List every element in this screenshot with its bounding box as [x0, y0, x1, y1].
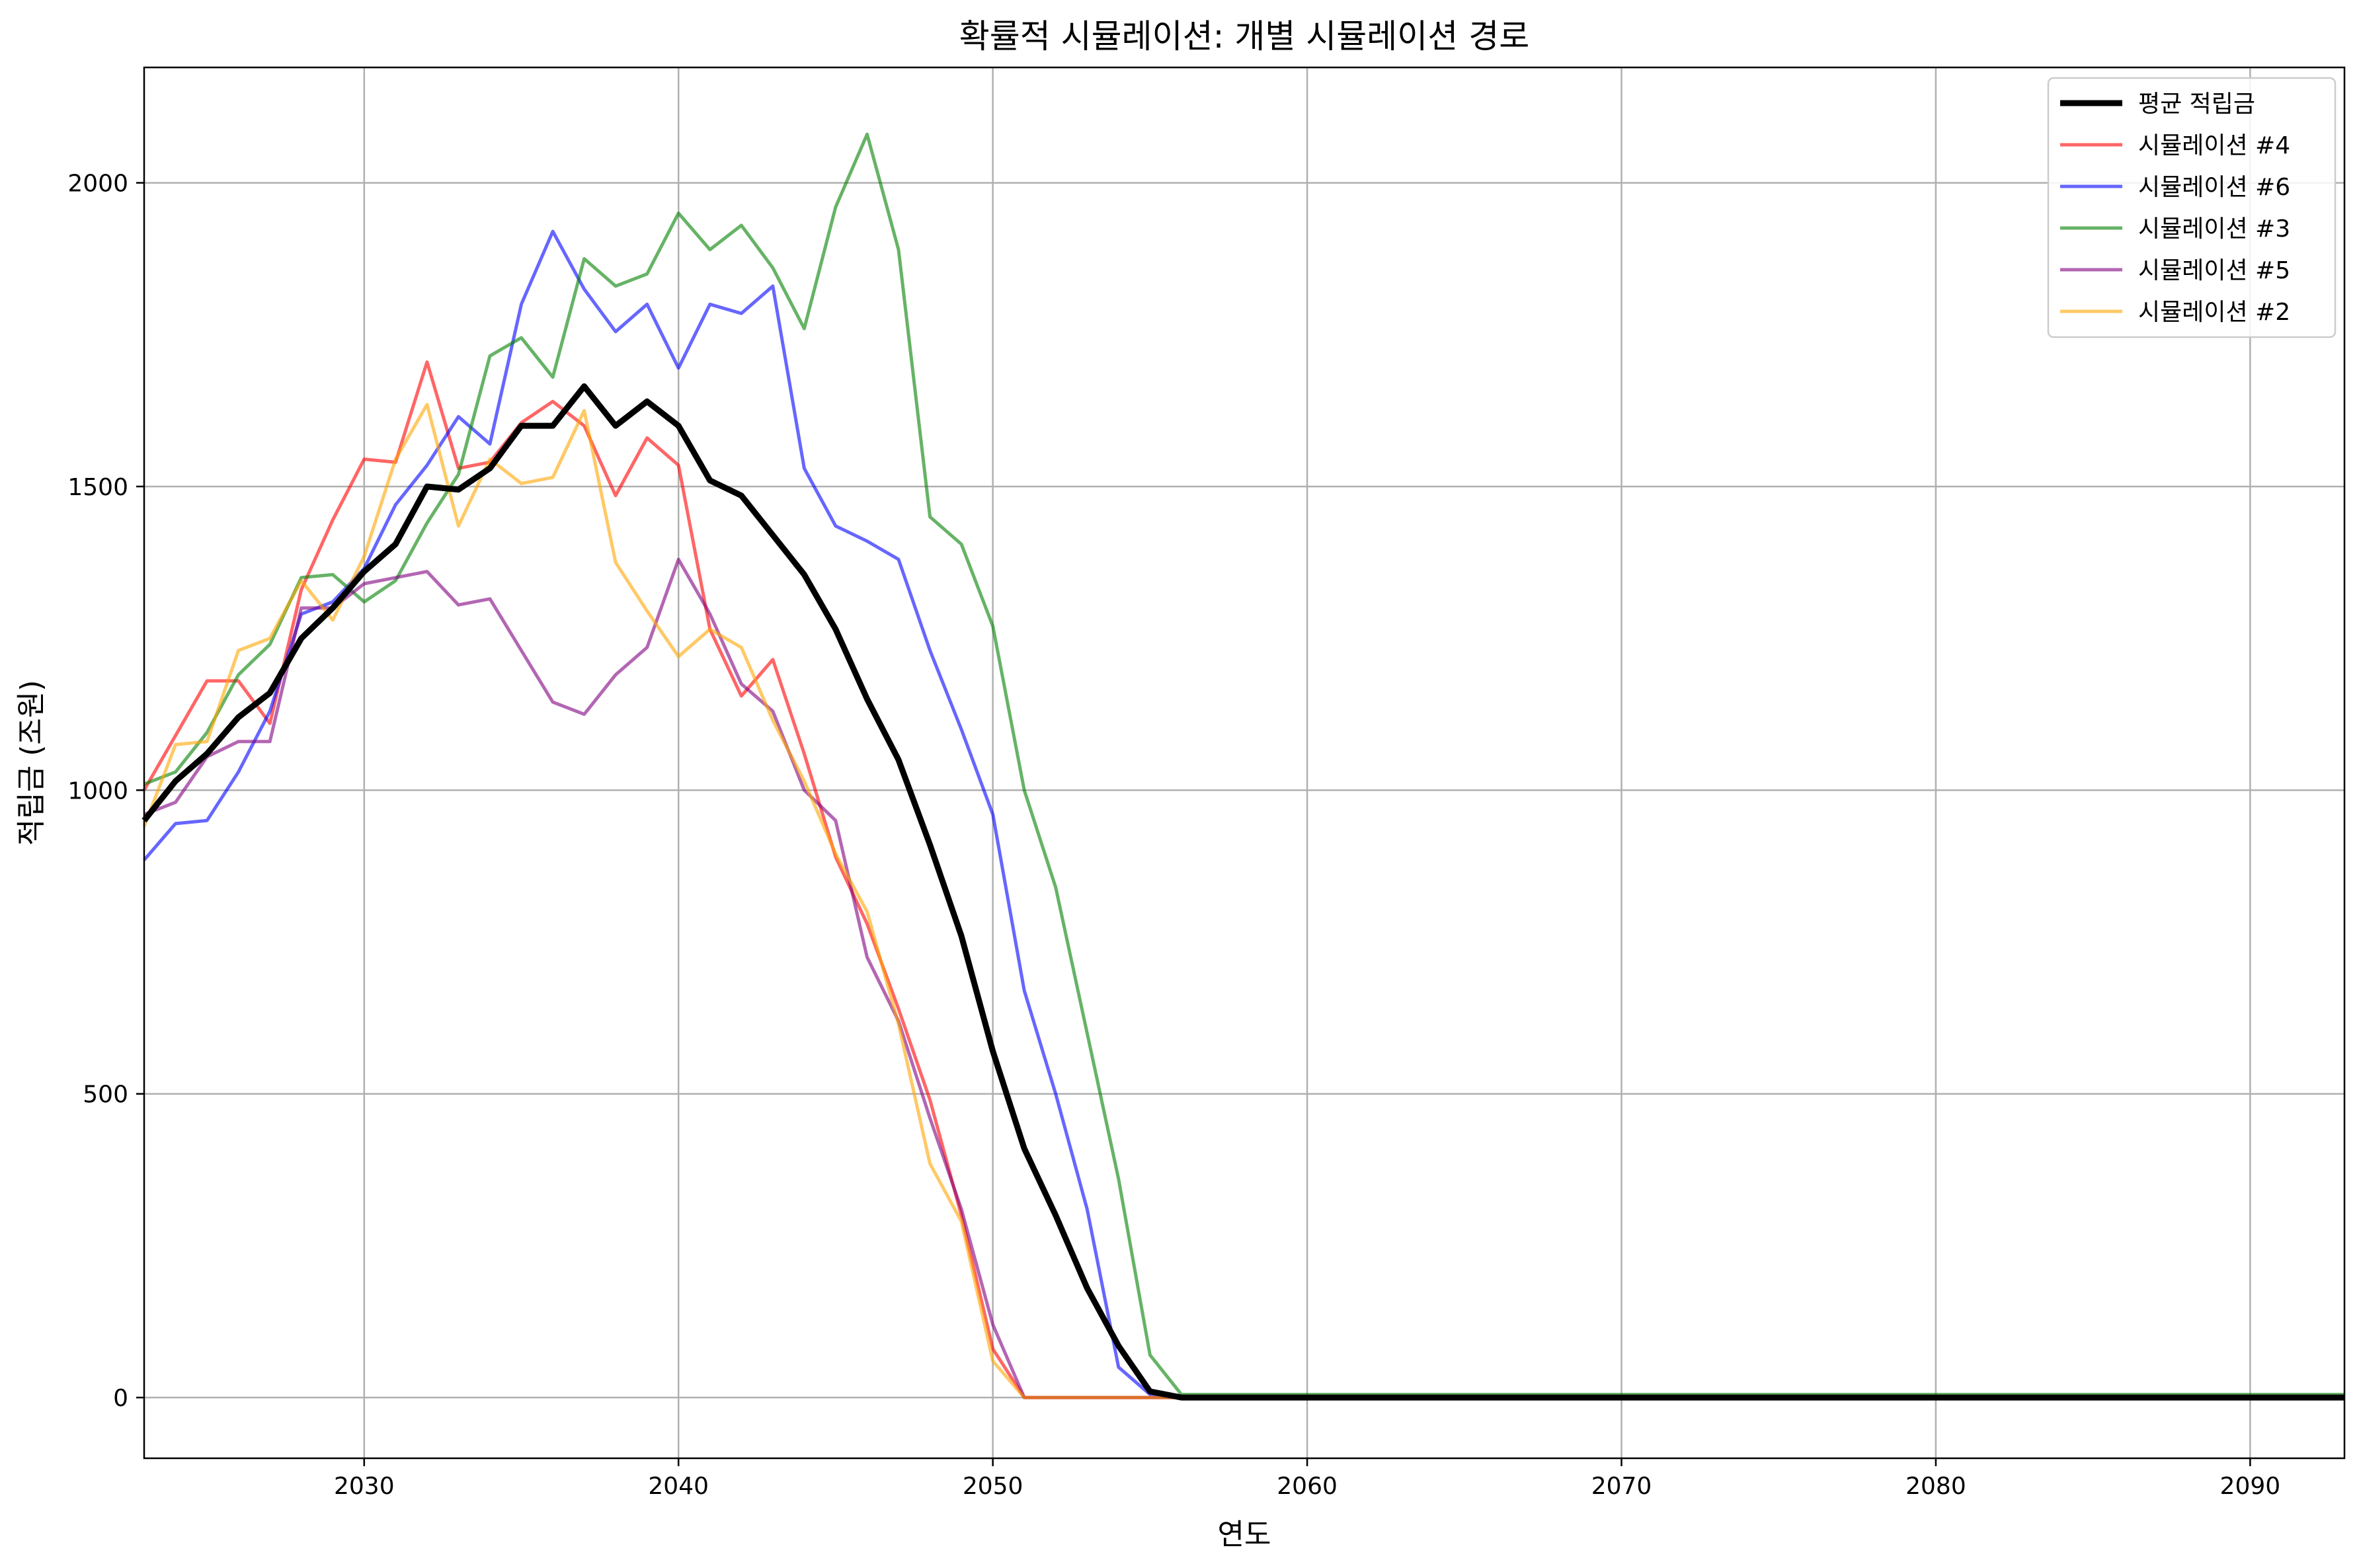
plot-frame	[143, 66, 2346, 1460]
x-tick-label: 2050	[963, 1473, 1023, 1500]
x-tick-label: 2060	[1277, 1473, 1338, 1500]
series-layer	[141, 132, 2344, 1401]
y-tick-label: 2000	[67, 171, 128, 198]
legend-box	[2047, 77, 2337, 338]
legend-label-2: 시뮬레이션 #6	[2138, 174, 2290, 201]
series-line-3	[143, 132, 2344, 1396]
y-axis-ticks: 0 500 1000 1500 2000	[67, 171, 144, 1412]
legend-label-1: 시뮬레이션 #4	[2138, 132, 2290, 159]
x-tick-label: 2090	[2220, 1473, 2281, 1500]
legend-label-3: 시뮬레이션 #3	[2138, 216, 2290, 243]
y-tick-label: 1000	[67, 777, 128, 804]
x-tick-label: 2030	[334, 1473, 395, 1500]
chart-title: 확률적 시뮬레이션: 개별 시뮬레이션 경로	[959, 17, 1529, 56]
legend-label-0: 평균 적립금	[2138, 91, 2255, 118]
y-tick-label: 0	[113, 1385, 128, 1412]
series-line-5	[142, 403, 2344, 1399]
y-tick-label: 1500	[67, 474, 128, 501]
x-axis-label: 연도	[1218, 1518, 1271, 1551]
x-tick-label: 2070	[1591, 1473, 1652, 1500]
x-tick-label: 2080	[1905, 1473, 1966, 1500]
series-line-4	[143, 557, 2344, 1399]
y-axis-label: 적립금 (조원)	[15, 680, 48, 846]
legend-label-5: 시뮬레이션 #2	[2138, 299, 2290, 326]
grid-lines	[144, 67, 2344, 1458]
series-line-1	[142, 360, 2344, 1399]
legend-label-4: 시뮬레이션 #5	[2138, 257, 2290, 284]
x-tick-label: 2040	[648, 1473, 709, 1500]
series-line-2	[143, 229, 2344, 1399]
y-tick-label: 500	[83, 1081, 128, 1109]
series-line-0	[141, 383, 2344, 1401]
x-axis-ticks: 2030 2040 2050 2060 2070 2080 2090	[334, 1458, 2280, 1500]
